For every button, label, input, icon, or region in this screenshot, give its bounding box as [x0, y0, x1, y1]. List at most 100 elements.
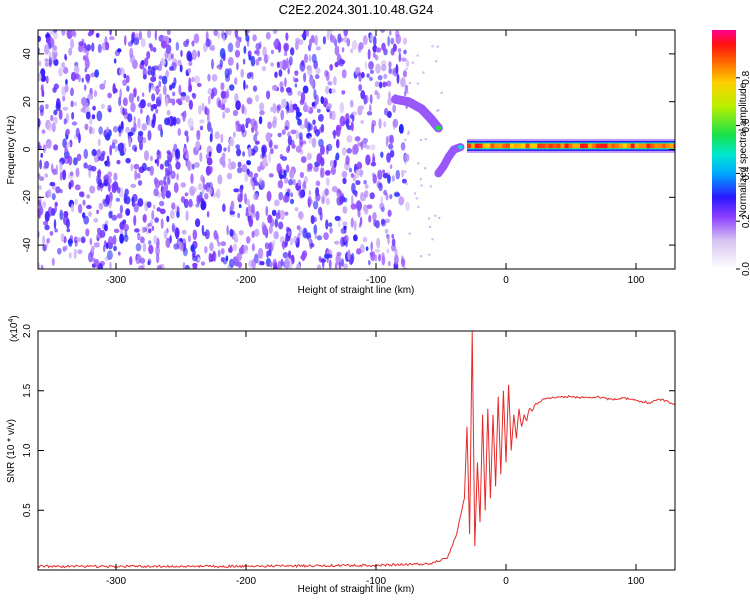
- heatmap-cell: [245, 84, 249, 89]
- heatmap-cell: [341, 69, 347, 79]
- heatmap-cell: [369, 76, 373, 81]
- heatmap-cell: [384, 218, 391, 224]
- heatmap-cell: [285, 146, 290, 154]
- heatmap-cell: [175, 41, 180, 51]
- heatmap-cell: [415, 197, 418, 200]
- heatmap-cell: [105, 194, 110, 206]
- heatmap-cell: [363, 179, 367, 185]
- heatmap-cell: [93, 242, 100, 248]
- heatmap-cell: [68, 251, 72, 259]
- heatmap-cell: [394, 248, 398, 258]
- snr-series-line: [38, 331, 675, 569]
- heatmap-cell: [326, 143, 333, 152]
- heatmap-cell: [343, 263, 348, 269]
- heatmap-cell: [119, 233, 125, 244]
- heatmap-cell: [289, 198, 295, 205]
- heatmap-cell: [70, 38, 75, 50]
- heatmap-cell: [113, 245, 117, 252]
- heatmap-cell: [245, 236, 251, 244]
- heatmap-cell: [320, 167, 325, 178]
- heatmap-cell: [262, 46, 267, 57]
- heatmap-cell: [116, 159, 121, 165]
- heatmap-cell: [325, 71, 330, 82]
- heatmap-cell: [229, 136, 235, 147]
- heatmap-cell: [392, 104, 397, 113]
- svg-text:(x104): (x104): [8, 315, 20, 342]
- heatmap-cell: [272, 30, 278, 35]
- heatmap-cell: [359, 216, 363, 226]
- heatmap-cell: [241, 164, 248, 173]
- heatmap-cell: [237, 161, 242, 168]
- heatmap-cell: [307, 105, 311, 112]
- heatmap-cell: [203, 184, 208, 190]
- heatmap-cell: [138, 102, 144, 109]
- heatmap-cell: [310, 76, 314, 88]
- heatmap-cell: [381, 252, 385, 259]
- heatmap-cell: [224, 68, 230, 79]
- heatmap-cell: [662, 143, 667, 149]
- heatmap-cell: [407, 130, 411, 134]
- heatmap-cell: [150, 85, 155, 91]
- heatmap-cell: [467, 143, 472, 149]
- heatmap-cell: [236, 167, 243, 174]
- heatmap-cell: [113, 58, 117, 64]
- heatmap-cell: [191, 76, 195, 83]
- heatmap-cell: [404, 84, 409, 94]
- heatmap-cell: [376, 237, 381, 249]
- heatmap-cell: [44, 58, 49, 63]
- heatmap-cell: [42, 220, 49, 226]
- heatmap-cell: [183, 198, 189, 209]
- heatmap-cell: [179, 64, 183, 73]
- heatmap-cell: [673, 143, 675, 149]
- heatmap-cell: [521, 143, 526, 149]
- heatmap-cell: [49, 58, 52, 68]
- heatmap-cell: [311, 101, 316, 107]
- heatmap-cell: [41, 89, 45, 98]
- heatmap-cell: [192, 93, 197, 100]
- heatmap-cell: [269, 261, 273, 268]
- heatmap-cell: [255, 210, 260, 221]
- heatmap-cell: [315, 67, 321, 74]
- heatmap-cell: [226, 88, 230, 99]
- heatmap-cell: [265, 90, 271, 100]
- heatmap-cell: [238, 246, 244, 255]
- heatmap-cell: [404, 170, 407, 173]
- heatmap-cell: [187, 117, 194, 129]
- heatmap-cell: [248, 216, 254, 227]
- heatmap-cell: [154, 217, 159, 223]
- heatmap-cell: [272, 102, 277, 114]
- heatmap-cell: [374, 254, 378, 263]
- heatmap-cell: [385, 135, 389, 147]
- heatmap-cell: [176, 173, 179, 181]
- heatmap-cell: [350, 217, 354, 228]
- colorbar-tick-label: 0.0: [741, 262, 750, 276]
- heatmap-cell: [80, 108, 86, 113]
- heatmap-cell: [177, 100, 183, 106]
- heatmap-cell: [533, 143, 538, 149]
- heatmap-cell: [44, 224, 50, 231]
- heatmap-cell: [53, 54, 57, 61]
- heatmap-cell: [240, 68, 245, 78]
- heatmap-cell: [279, 209, 285, 221]
- heatmap-cell: [339, 37, 344, 42]
- heatmap-cell: [283, 51, 288, 57]
- heatmap-cell: [230, 200, 235, 211]
- heatmap-cell: [245, 159, 251, 165]
- heatmap-cell: [290, 129, 297, 135]
- heatmap-cell: [141, 123, 147, 131]
- heatmap-cell: [378, 81, 383, 89]
- heatmap-cell: [556, 143, 562, 149]
- heatmap-cell: [248, 50, 252, 56]
- heatmap-cell: [395, 63, 399, 75]
- heatmap-cell: [169, 84, 173, 91]
- heatmap-cell: [38, 60, 42, 67]
- heatmap-cell: [166, 30, 171, 36]
- heatmap-cell: [305, 30, 310, 37]
- heatmap-cell: [77, 249, 83, 255]
- heatmap-cell: [398, 52, 402, 63]
- heatmap-cell: [158, 75, 163, 80]
- heatmap-cell: [139, 236, 145, 244]
- heatmap-cell: [470, 143, 476, 149]
